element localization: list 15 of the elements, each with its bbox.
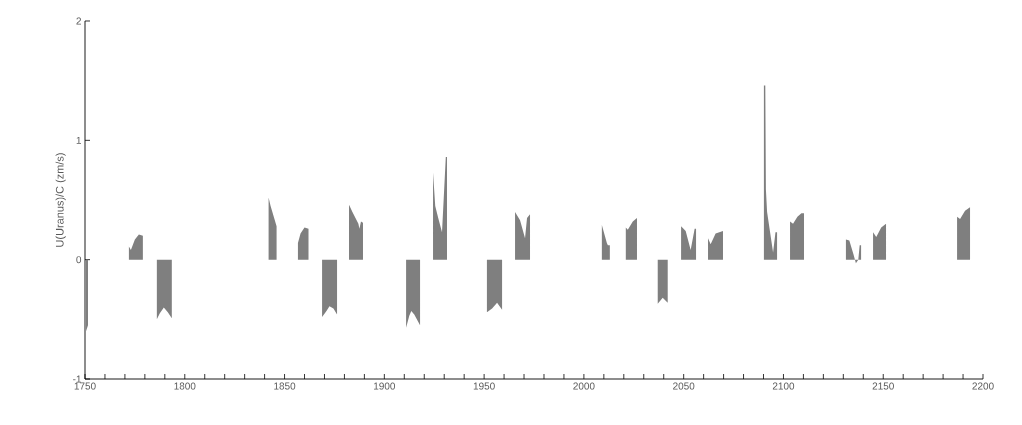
- x-tick-label: 1950: [473, 382, 495, 390]
- x-tick-label: 1800: [174, 382, 196, 390]
- y-tick-label: 1: [76, 136, 81, 144]
- x-tick-label: 2200: [972, 382, 994, 390]
- x-tick-label: 2050: [673, 382, 695, 390]
- x-tick-label: 2150: [872, 382, 894, 390]
- y-tick-label: 0: [76, 256, 82, 264]
- x-tick-label: 2000: [573, 382, 595, 390]
- y-tick-label: -1: [73, 375, 81, 383]
- x-tick-label: 1850: [274, 382, 296, 390]
- x-tick-label: 2100: [772, 382, 795, 390]
- y-tick-label: 2: [76, 17, 81, 25]
- y-axis-title: U(Uranus)/C (zm/s): [55, 153, 66, 247]
- x-tick-label: 1900: [374, 382, 396, 390]
- x-tick-label: 1750: [74, 382, 96, 390]
